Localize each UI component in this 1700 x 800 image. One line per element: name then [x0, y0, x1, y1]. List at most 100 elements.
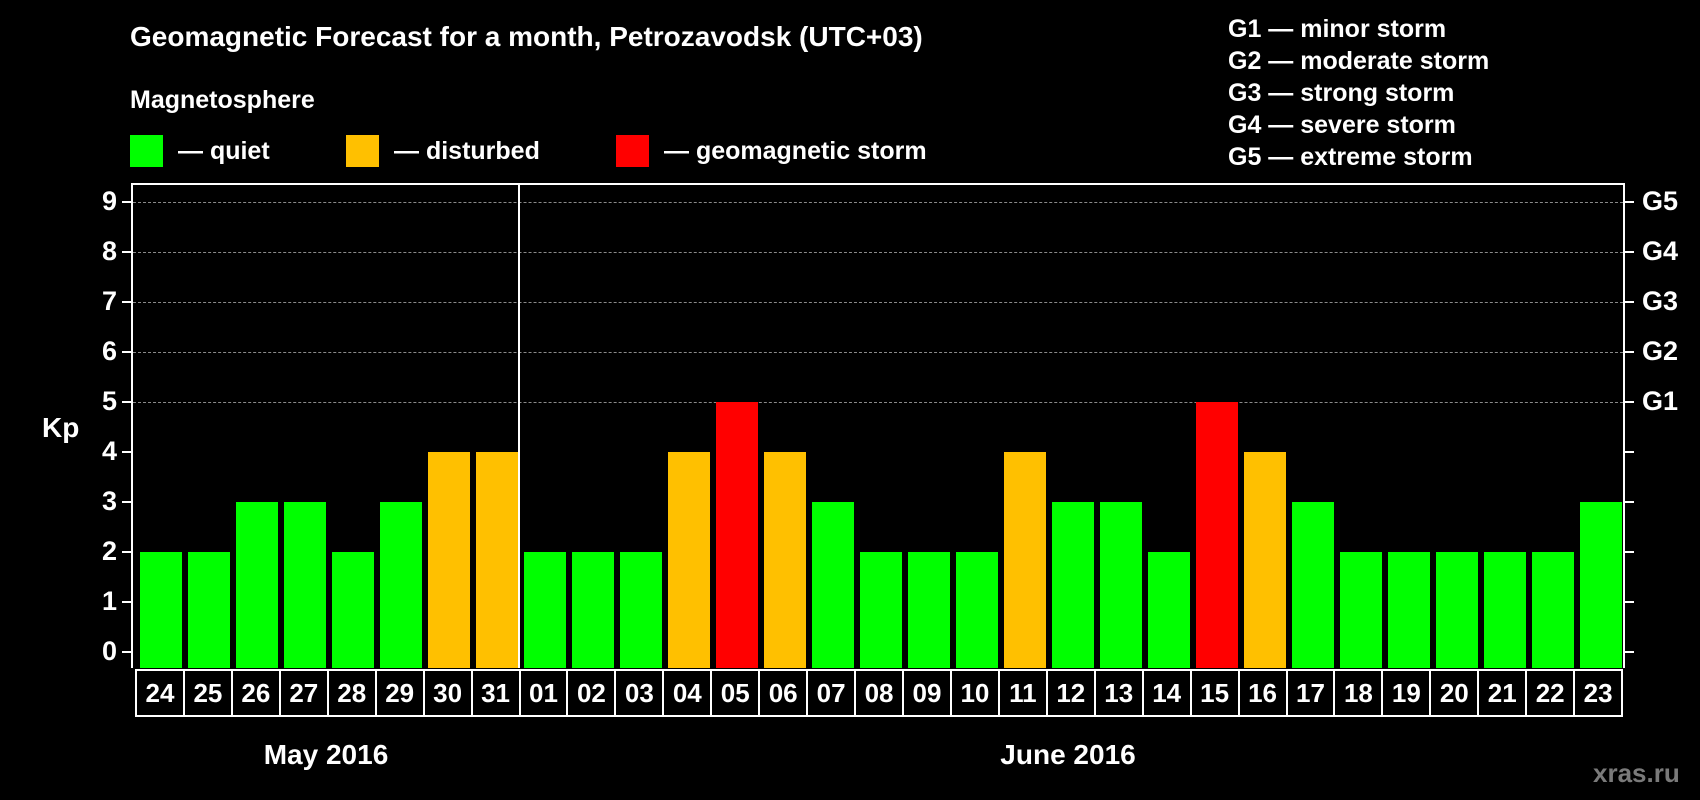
bar-disturbed — [764, 452, 806, 668]
date-cell: 15 — [1192, 671, 1240, 715]
date-cell: 03 — [616, 671, 665, 715]
bar-quiet — [524, 552, 566, 668]
y-tick-label: 7 — [101, 286, 117, 316]
g-level-label: G5 — [1642, 186, 1679, 216]
y-tick-mark — [122, 401, 131, 403]
date-cell: 18 — [1335, 671, 1384, 715]
right-tick-mark — [1625, 351, 1634, 353]
date-cell: 12 — [1048, 671, 1096, 715]
bar-disturbed — [668, 452, 710, 668]
g-legend-item: G3 — strong storm — [1228, 79, 1455, 107]
date-cell: 24 — [137, 671, 185, 715]
bar-quiet — [956, 552, 998, 668]
month-label: June 2016 — [1000, 739, 1136, 770]
legend-label: — quiet — [178, 136, 270, 165]
g-legend-item: G1 — minor storm — [1228, 15, 1447, 43]
bar-disturbed — [476, 452, 518, 668]
date-cell: 28 — [329, 671, 377, 715]
bar-disturbed — [1004, 452, 1046, 668]
date-cell: 10 — [952, 671, 1000, 715]
bar-quiet — [1580, 502, 1622, 668]
storm-swatch-icon — [616, 135, 649, 167]
bar-quiet — [860, 552, 902, 668]
date-cell: 16 — [1240, 671, 1288, 715]
right-tick-mark — [1625, 601, 1634, 603]
bar-quiet — [332, 552, 374, 668]
right-tick-mark — [1625, 651, 1634, 653]
y-tick-label: 8 — [101, 236, 117, 266]
y-tick-label: 9 — [101, 186, 117, 216]
y-tick-label: 3 — [101, 486, 117, 516]
y-tick-mark — [122, 551, 131, 553]
gridline-5 — [133, 402, 1623, 403]
y-tick-label: 0 — [101, 636, 117, 666]
date-axis: 24 25 26 27 28 29 30 31 01 02 03 04 05 06 07 08 09 10 11 12… — [135, 669, 1623, 717]
date-cell: 13 — [1096, 671, 1144, 715]
y-tick-mark — [122, 501, 131, 503]
date-cell: 05 — [712, 671, 761, 715]
bar-quiet — [236, 502, 278, 668]
y-tick-mark — [122, 601, 131, 603]
y-tick-mark — [122, 651, 131, 653]
bar-storm — [1196, 402, 1238, 668]
right-tick-mark — [1625, 401, 1634, 403]
right-tick-mark — [1625, 451, 1634, 453]
bar-quiet — [1292, 502, 1334, 668]
legend-item-quiet: — quiet — [130, 135, 270, 167]
date-cell: 22 — [1527, 671, 1576, 715]
bar-storm — [716, 402, 758, 668]
y-tick-label: 5 — [101, 386, 117, 416]
plot-area — [131, 183, 1625, 668]
y-tick-label: 4 — [101, 436, 117, 466]
date-cell: 26 — [233, 671, 281, 715]
date-cell: 20 — [1431, 671, 1480, 715]
date-cell: 11 — [1000, 671, 1048, 715]
legend-label: — disturbed — [394, 136, 540, 165]
bar-quiet — [812, 502, 854, 668]
month-divider — [518, 185, 520, 668]
y-tick-label: 6 — [101, 336, 117, 366]
date-cell: 27 — [281, 671, 329, 715]
right-tick-mark — [1625, 501, 1634, 503]
date-cell: 09 — [904, 671, 952, 715]
bar-quiet — [284, 502, 326, 668]
bar-quiet — [188, 552, 230, 668]
g-scale-legend: G1 — minor storm G2 — moderate storm G3 … — [1228, 13, 1489, 173]
quiet-swatch-icon — [130, 135, 163, 167]
g-level-label: G4 — [1642, 236, 1679, 266]
bar-quiet — [1484, 552, 1526, 668]
disturbed-swatch-icon — [346, 135, 379, 167]
gridline-9 — [133, 202, 1623, 203]
bar-quiet — [908, 552, 950, 668]
right-tick-mark — [1625, 301, 1634, 303]
bar-quiet — [1100, 502, 1142, 668]
right-tick-mark — [1625, 251, 1634, 253]
bar-quiet — [1388, 552, 1430, 668]
y-tick-mark — [122, 251, 131, 253]
g-legend-item: G4 — severe storm — [1228, 111, 1456, 139]
bar-quiet — [620, 552, 662, 668]
date-cell: 23 — [1583, 677, 1613, 708]
y-tick-label: 2 — [101, 536, 117, 566]
bar-quiet — [1052, 502, 1094, 668]
y-tick-mark — [122, 351, 131, 353]
bar-quiet — [1532, 552, 1574, 668]
date-cell: 21 — [1479, 671, 1528, 715]
right-tick-mark — [1625, 201, 1634, 203]
date-cell: 25 — [185, 671, 233, 715]
g-legend-item: G2 — moderate storm — [1228, 47, 1490, 75]
gridline-6 — [133, 352, 1623, 353]
y-tick-label: 1 — [101, 586, 117, 616]
bar-disturbed — [428, 452, 470, 668]
y-tick-mark — [122, 201, 131, 203]
date-cell: 07 — [808, 671, 857, 715]
legend-item-storm: — geomagnetic storm — [616, 135, 927, 167]
gridline-8 — [133, 252, 1623, 253]
date-cell: 08 — [856, 671, 904, 715]
g-level-label: G2 — [1642, 336, 1679, 366]
date-cell: 06 — [760, 671, 809, 715]
bar-disturbed — [1244, 452, 1286, 668]
date-cell: 30 — [425, 671, 473, 715]
legend-heading: Magnetosphere — [130, 86, 315, 114]
bar-quiet — [572, 552, 614, 668]
